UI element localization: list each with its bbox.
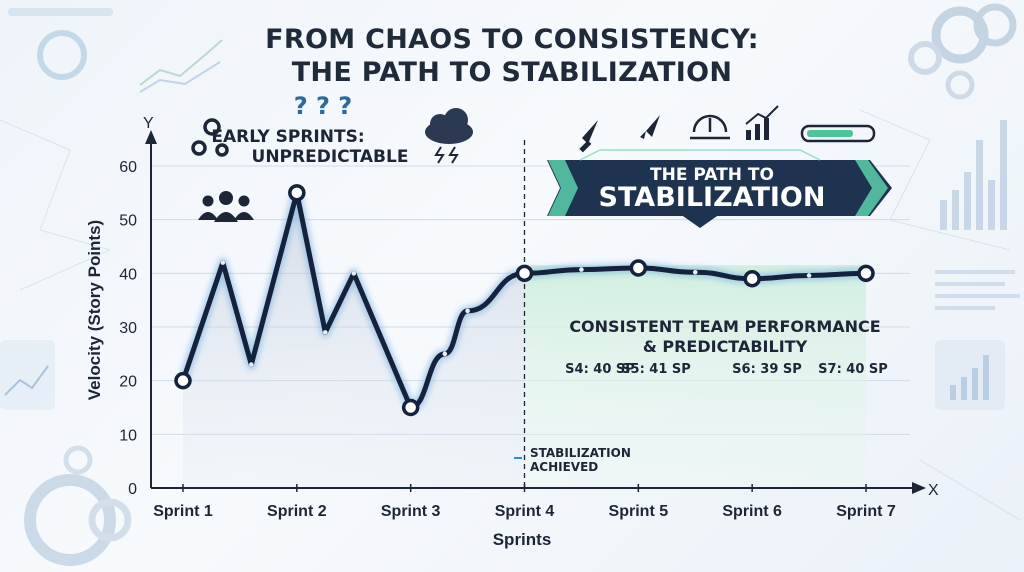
rocket-icon bbox=[640, 115, 660, 139]
network-lines bbox=[0, 109, 1021, 521]
background-decoration bbox=[0, 3, 1021, 566]
question-marks: ? ? ? bbox=[294, 92, 352, 120]
x-axis-title: Sprints bbox=[493, 530, 552, 549]
y-tick-label: 0 bbox=[128, 481, 137, 498]
chaos-area-shading bbox=[183, 192, 525, 489]
banner-line-1: THE PATH TO bbox=[650, 165, 774, 185]
chart-card-icon bbox=[935, 340, 1005, 410]
consistent-label-line-1: CONSISTENT TEAM PERFORMANCE bbox=[569, 317, 880, 336]
path-dot bbox=[442, 351, 448, 357]
x-tick-label: Sprint 5 bbox=[609, 503, 669, 520]
stabilization-label-line-2: ACHIEVED bbox=[530, 460, 598, 474]
x-tick-labels: Sprint 1 Sprint 2 Sprint 3 Sprint 4 Sprint 5… bbox=[153, 484, 896, 520]
bar-chart-growth-icon bbox=[745, 105, 779, 140]
donut-icon bbox=[37, 30, 87, 80]
storm-cloud-icon bbox=[425, 108, 473, 164]
y-tick-label: 10 bbox=[119, 427, 137, 444]
x-axis-letter: X bbox=[928, 482, 939, 499]
y-axis-arrow bbox=[145, 130, 157, 144]
data-point bbox=[288, 184, 306, 202]
y-tick-label: 50 bbox=[119, 213, 137, 230]
trend-line-icon bbox=[139, 61, 221, 93]
window-bar-icon bbox=[8, 8, 113, 16]
rocket-icon bbox=[579, 120, 598, 153]
gear-icon bbox=[973, 3, 1017, 47]
x-tick-label: Sprint 7 bbox=[836, 503, 896, 520]
path-dot bbox=[351, 271, 357, 276]
growth-chart-icon bbox=[950, 355, 989, 400]
chart-title-line-2: THE PATH TO STABILIZATION bbox=[291, 57, 733, 88]
sprint-value-label: S7: 40 SP bbox=[818, 362, 888, 377]
y-tick-label: 20 bbox=[119, 374, 137, 391]
path-dot bbox=[692, 269, 698, 275]
x-tick-label: Sprint 2 bbox=[267, 503, 327, 520]
bar-chart-widget-icon bbox=[940, 120, 1007, 230]
data-point bbox=[515, 264, 534, 283]
stable-zone-shading bbox=[524, 265, 866, 488]
progress-bar-icon bbox=[800, 124, 876, 143]
sprint-value-label: S4: 40 SP bbox=[565, 362, 635, 377]
y-axis-title: Velocity (Story Points) bbox=[85, 220, 104, 400]
banner-line-2: STABILIZATION bbox=[599, 182, 826, 213]
chart-card-icon bbox=[0, 340, 55, 410]
data-point bbox=[743, 269, 761, 288]
early-sprints-label-line-1: EARLY SPRINTS: bbox=[211, 127, 364, 147]
gear-icon bbox=[63, 445, 93, 475]
y-tick-labels: 0 10 20 30 40 50 60 bbox=[119, 159, 137, 498]
gears-icon bbox=[191, 118, 229, 157]
series-layer bbox=[174, 184, 875, 417]
y-axis-letter: Y bbox=[143, 115, 154, 132]
trend-line-icon bbox=[4, 365, 49, 396]
x-tick-label: Sprint 6 bbox=[722, 503, 782, 520]
trend-line-icon bbox=[139, 39, 223, 86]
stabilization-banner: THE PATH TO STABILIZATION bbox=[547, 149, 892, 228]
stabilization-label-line-1: STABILIZATION bbox=[530, 446, 631, 460]
path-dot bbox=[249, 362, 254, 367]
path-dot bbox=[579, 267, 584, 272]
x-tick-label: Sprint 1 bbox=[153, 503, 213, 520]
path-dot bbox=[806, 273, 812, 278]
gauge-icon bbox=[690, 114, 730, 140]
x-tick-label: Sprint 4 bbox=[495, 503, 555, 520]
gear-icon bbox=[908, 41, 942, 75]
gear-icon bbox=[88, 498, 132, 542]
early-sprints-label-line-2: UNPREDICTABLE bbox=[252, 147, 409, 167]
y-tick-label: 60 bbox=[119, 159, 137, 176]
path-dot bbox=[220, 260, 226, 265]
data-point bbox=[401, 398, 420, 417]
data-point bbox=[174, 371, 192, 390]
y-tick-label: 40 bbox=[119, 266, 137, 283]
team-icon bbox=[198, 191, 254, 222]
data-point bbox=[857, 264, 875, 283]
data-point bbox=[629, 259, 648, 277]
x-tick-label: Sprint 3 bbox=[381, 503, 441, 520]
gear-icon bbox=[945, 70, 975, 100]
path-dot bbox=[465, 308, 470, 314]
consistent-label-line-2: & PREDICTABILITY bbox=[643, 337, 808, 356]
path-dot bbox=[322, 330, 328, 335]
text-lines-widget-icon bbox=[935, 270, 1020, 310]
y-tick-label: 30 bbox=[119, 320, 137, 337]
x-axis-arrow bbox=[912, 482, 926, 494]
chart-title-line-1: FROM CHAOS TO CONSISTENCY: bbox=[265, 24, 759, 55]
gear-icon bbox=[24, 474, 116, 566]
sprint-value-label: S5: 41 SP bbox=[621, 362, 691, 377]
sprint-value-label: S6: 39 SP bbox=[732, 362, 802, 377]
